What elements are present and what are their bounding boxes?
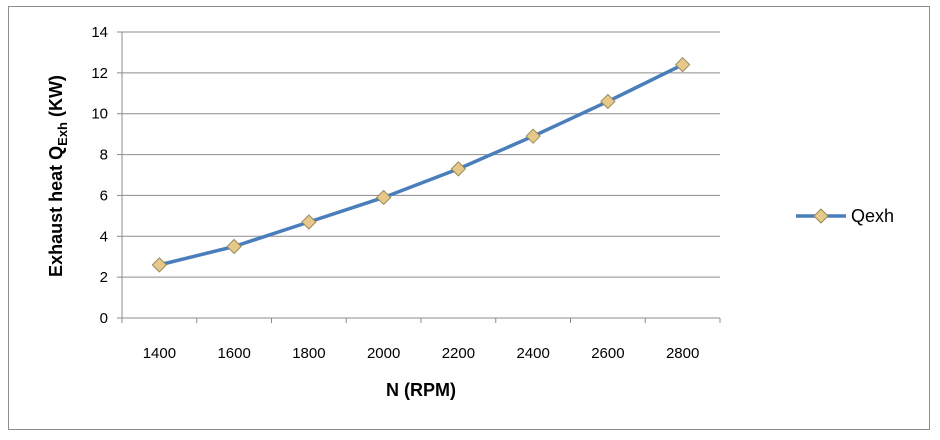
- series-qexh: [151, 56, 691, 273]
- x-tick-label: 1600: [217, 345, 250, 362]
- y-axis-title-suffix: (KW): [46, 75, 66, 122]
- x-tick-label: 1800: [292, 345, 325, 362]
- y-tick-label: 0: [100, 310, 108, 327]
- data-point-marker: [674, 56, 691, 73]
- data-point-marker: [301, 214, 317, 230]
- x-tick-label: 2800: [666, 345, 699, 362]
- x-axis-title: N (RPM): [386, 380, 456, 400]
- y-tick-label: 2: [100, 269, 108, 286]
- chart-frame: [8, 6, 930, 430]
- data-point-marker: [151, 257, 168, 273]
- data-point-marker: [226, 238, 242, 255]
- x-tick-labels: 1400 1600 1800 2000 2200 2400 2600 2800: [143, 345, 700, 362]
- x-tick-label: 2400: [516, 345, 549, 362]
- y-tick-label: 10: [91, 106, 108, 123]
- data-point-marker: [450, 161, 467, 177]
- legend-marker-qexh: [813, 208, 829, 224]
- y-tick-label: 4: [100, 228, 108, 245]
- series-line-qexh: [157, 62, 685, 267]
- y-tick-labels: 0 2 4 6 8 10 12 14: [91, 24, 108, 327]
- data-point-marker: [375, 189, 392, 206]
- x-tick-label: 2600: [591, 345, 624, 362]
- legend: Qexh: [796, 206, 894, 226]
- x-tick-label: 2200: [442, 345, 475, 362]
- x-tick-label: 2000: [367, 345, 400, 362]
- data-point-marker: [525, 128, 541, 144]
- y-axis-title-prefix: Exhaust heat Q: [46, 146, 66, 277]
- axes: [117, 31, 721, 323]
- y-tick-label: 12: [91, 65, 108, 82]
- y-axis-title-subscript: Exh: [55, 122, 70, 146]
- x-tick-label: 1400: [143, 345, 176, 362]
- y-axis-title: Exhaust heat QExh (KW): [46, 75, 70, 277]
- gridlines: [122, 31, 720, 278]
- y-tick-label: 6: [100, 187, 108, 204]
- y-tick-label: 8: [100, 147, 108, 164]
- y-tick-label: 14: [91, 24, 108, 41]
- legend-label-qexh: Qexh: [851, 206, 894, 226]
- data-point-marker: [600, 93, 616, 110]
